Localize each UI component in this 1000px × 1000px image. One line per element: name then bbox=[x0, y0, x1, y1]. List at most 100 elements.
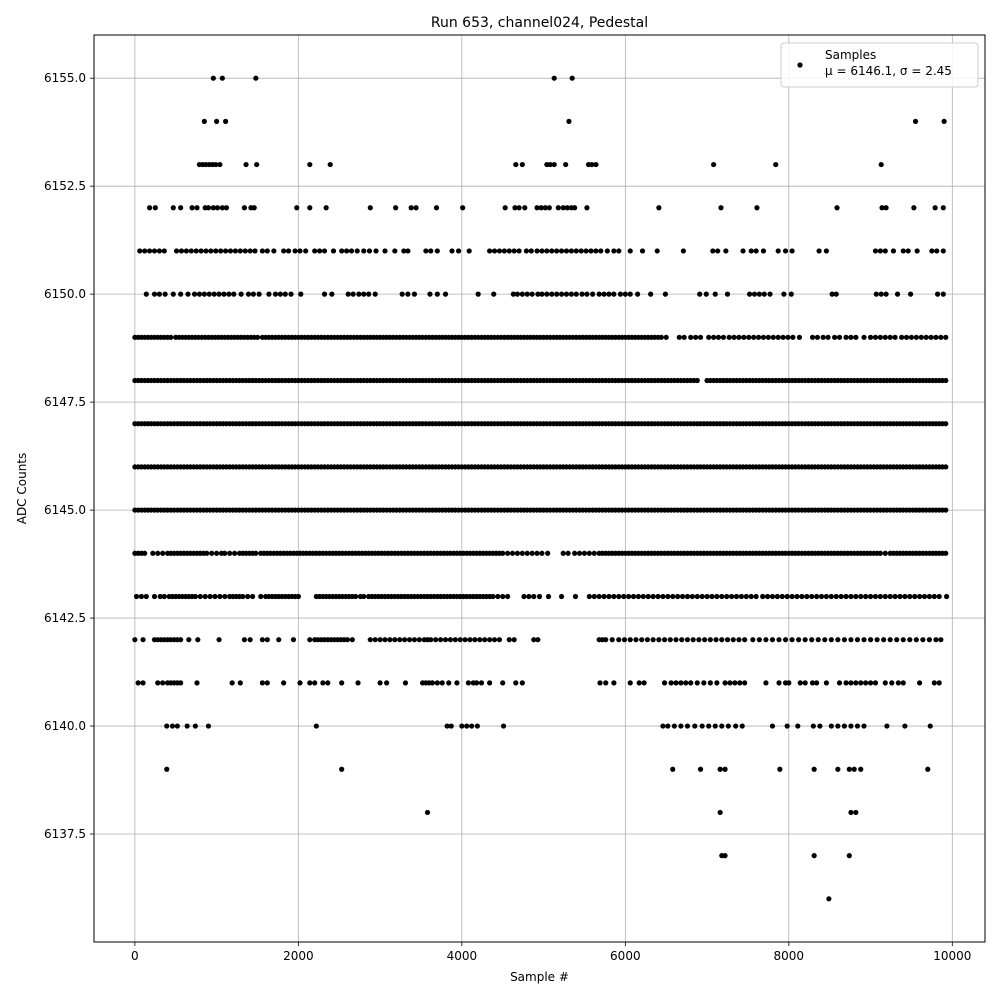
data-point bbox=[853, 680, 859, 686]
data-point bbox=[764, 593, 771, 600]
data-point bbox=[848, 809, 854, 816]
data-point bbox=[222, 593, 228, 600]
data-point bbox=[656, 205, 662, 211]
data-point bbox=[312, 680, 318, 686]
data-point bbox=[442, 291, 449, 297]
data-point bbox=[558, 593, 565, 600]
data-point bbox=[237, 680, 243, 686]
data-point bbox=[534, 205, 540, 211]
data-point bbox=[814, 680, 820, 686]
data-point bbox=[164, 723, 170, 729]
data-point bbox=[692, 723, 698, 729]
data-point bbox=[834, 205, 840, 211]
data-point bbox=[713, 637, 719, 643]
data-point bbox=[731, 334, 737, 340]
data-point bbox=[621, 593, 627, 600]
data-point bbox=[654, 248, 660, 254]
data-point bbox=[295, 593, 301, 600]
data-point bbox=[204, 550, 210, 556]
data-point bbox=[789, 593, 795, 600]
data-point bbox=[356, 291, 362, 297]
data-point bbox=[611, 291, 617, 297]
data-point bbox=[728, 593, 735, 600]
y-tick-label: 6140.0 bbox=[44, 719, 86, 733]
data-point bbox=[932, 205, 938, 211]
data-point bbox=[603, 680, 609, 686]
data-point bbox=[264, 248, 270, 254]
data-point bbox=[673, 637, 679, 643]
data-point bbox=[535, 291, 541, 297]
data-point bbox=[815, 637, 821, 643]
data-point bbox=[408, 205, 414, 211]
data-point bbox=[920, 637, 926, 643]
data-point bbox=[823, 248, 830, 254]
data-point bbox=[427, 291, 433, 297]
data-point bbox=[339, 766, 345, 772]
data-point bbox=[218, 248, 224, 254]
data-point bbox=[784, 593, 790, 600]
data-point bbox=[140, 680, 146, 686]
data-point bbox=[822, 637, 828, 643]
data-point bbox=[586, 593, 592, 600]
data-point bbox=[697, 334, 704, 340]
data-point bbox=[656, 637, 662, 643]
data-point bbox=[572, 593, 579, 600]
data-point bbox=[760, 248, 767, 254]
data-point bbox=[846, 766, 852, 772]
data-point bbox=[593, 248, 599, 254]
data-point bbox=[640, 593, 646, 600]
data-point bbox=[723, 248, 729, 254]
data-point bbox=[907, 637, 913, 643]
data-point bbox=[779, 593, 785, 600]
data-point bbox=[538, 205, 544, 211]
data-point bbox=[790, 334, 796, 340]
data-point bbox=[726, 334, 732, 340]
data-point bbox=[247, 248, 253, 254]
data-point bbox=[872, 593, 879, 600]
data-point bbox=[853, 809, 859, 816]
data-point bbox=[786, 680, 792, 686]
data-point bbox=[211, 291, 217, 297]
data-point bbox=[352, 593, 359, 600]
data-point bbox=[168, 334, 174, 340]
data-point bbox=[694, 593, 700, 600]
data-point bbox=[245, 593, 251, 600]
data-point bbox=[663, 334, 669, 340]
data-point bbox=[873, 291, 879, 297]
data-point bbox=[936, 593, 942, 600]
data-point bbox=[843, 593, 849, 600]
data-point bbox=[178, 248, 185, 254]
data-point bbox=[522, 205, 528, 211]
data-point bbox=[846, 853, 852, 859]
data-point bbox=[132, 637, 138, 643]
data-point bbox=[207, 593, 213, 600]
data-point bbox=[661, 637, 668, 643]
data-point bbox=[742, 637, 748, 643]
data-point bbox=[372, 637, 378, 643]
data-point bbox=[809, 334, 816, 340]
data-point bbox=[816, 248, 822, 254]
data-point bbox=[208, 248, 214, 254]
data-point bbox=[690, 637, 696, 643]
data-point bbox=[743, 593, 749, 600]
y-tick-label: 6155.0 bbox=[44, 71, 86, 85]
data-point bbox=[675, 593, 681, 600]
data-point bbox=[702, 637, 708, 643]
data-point bbox=[796, 637, 802, 643]
data-point bbox=[902, 723, 908, 729]
data-point bbox=[402, 637, 408, 643]
data-point bbox=[648, 291, 654, 297]
data-point bbox=[298, 291, 304, 297]
data-point bbox=[135, 680, 141, 686]
data-point bbox=[596, 291, 602, 297]
data-point bbox=[544, 248, 550, 254]
data-point bbox=[684, 593, 691, 600]
data-point bbox=[900, 248, 906, 254]
data-point bbox=[918, 334, 924, 340]
data-point bbox=[940, 205, 946, 211]
data-point bbox=[912, 118, 919, 124]
data-point bbox=[931, 680, 937, 686]
data-point bbox=[348, 248, 355, 254]
data-point bbox=[661, 680, 668, 686]
data-point bbox=[683, 680, 689, 686]
